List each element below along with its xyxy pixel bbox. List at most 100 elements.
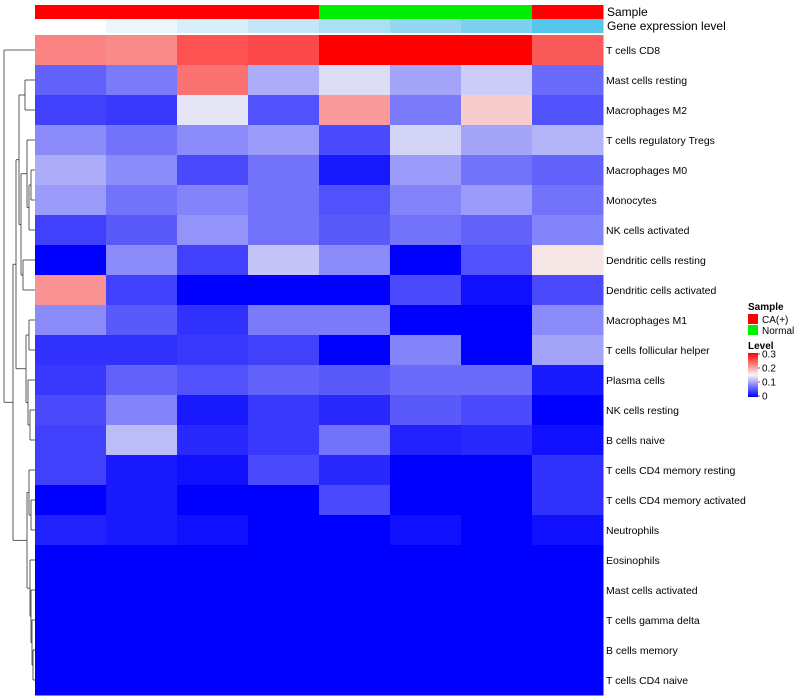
heatmap-cell — [177, 185, 249, 216]
heatmap-cell — [319, 185, 391, 216]
heatmap-cell — [106, 335, 178, 366]
heatmap-cell — [177, 605, 249, 636]
heatmap-cell — [177, 125, 249, 156]
row-label: T cells regulatory Tregs — [606, 135, 715, 147]
annotation-cell — [248, 5, 320, 19]
heatmap-cell — [319, 125, 391, 156]
heatmap-cell — [390, 95, 462, 126]
heatmap-cell — [532, 575, 604, 606]
heatmap-cell — [35, 605, 107, 636]
heatmap-cell — [319, 425, 391, 456]
heatmap-cell — [35, 95, 107, 126]
heatmap-cell — [177, 635, 249, 666]
heatmap-cell — [319, 365, 391, 396]
legend-tick-label: 0 — [762, 392, 768, 403]
heatmap-cell — [461, 215, 533, 246]
heatmap-cell — [248, 95, 320, 126]
heatmap-cell — [106, 515, 178, 546]
heatmap-cell — [319, 545, 391, 576]
annotation-cell — [390, 5, 462, 19]
heatmap-cell — [532, 425, 604, 456]
heatmap-cell — [390, 425, 462, 456]
heatmap-cell — [319, 515, 391, 546]
heatmap-cell — [390, 515, 462, 546]
heatmap-cell — [319, 605, 391, 636]
heatmap-cell — [532, 155, 604, 186]
heatmap-cell — [35, 215, 107, 246]
heatmap-cell — [248, 455, 320, 486]
heatmap-cell — [319, 155, 391, 186]
heatmap-cell — [177, 335, 249, 366]
heatmap-cell — [532, 335, 604, 366]
heatmap-cell — [461, 155, 533, 186]
heatmap-cell — [106, 185, 178, 216]
legend-tick-label: 0.3 — [762, 350, 776, 361]
annotation-cell — [106, 5, 178, 19]
heatmap-cell — [532, 95, 604, 126]
heatmap-cell — [177, 95, 249, 126]
row-label: T cells CD4 memory activated — [606, 495, 746, 507]
heatmap-cell — [461, 635, 533, 666]
heatmap-cell — [106, 485, 178, 516]
heatmap-cell — [390, 65, 462, 96]
heatmap-cell — [390, 215, 462, 246]
heatmap-cell — [248, 245, 320, 276]
heatmap-cell — [461, 395, 533, 426]
heatmap-cell — [532, 275, 604, 306]
heatmap-cell — [177, 275, 249, 306]
row-label: B cells memory — [606, 645, 679, 657]
heatmap-cell — [106, 665, 178, 696]
heatmap-cell — [35, 455, 107, 486]
row-label: T cells CD4 naive — [606, 675, 688, 687]
heatmap-cell — [532, 515, 604, 546]
heatmap-cell — [319, 455, 391, 486]
heatmap-cell — [532, 455, 604, 486]
heatmap-cell — [177, 365, 249, 396]
annotation-cell — [35, 19, 107, 33]
heatmap-cell — [106, 545, 178, 576]
heatmap-cell — [248, 515, 320, 546]
heatmap-cell — [319, 635, 391, 666]
heatmap-cell — [248, 125, 320, 156]
heatmap-cell — [106, 575, 178, 606]
heatmap-cell — [177, 575, 249, 606]
row-label: T cells CD8 — [606, 45, 660, 57]
heatmap-cell — [35, 425, 107, 456]
heatmap-cell — [319, 35, 391, 66]
heatmap-cell — [248, 185, 320, 216]
heatmap-cell — [35, 635, 107, 666]
heatmap-cell — [390, 605, 462, 636]
heatmap-cell — [390, 185, 462, 216]
row-label: T cells gamma delta — [606, 615, 700, 627]
heatmap-cell — [35, 35, 107, 66]
heatmap-cell — [35, 665, 107, 696]
heatmap-cell — [461, 485, 533, 516]
heatmap-cell — [106, 455, 178, 486]
heatmap-cell — [390, 545, 462, 576]
heatmap-cell — [177, 485, 249, 516]
heatmap-cell — [248, 155, 320, 186]
heatmap-cell — [248, 65, 320, 96]
heatmap-cell — [177, 515, 249, 546]
row-label: Plasma cells — [606, 375, 665, 387]
heatmap-cell — [461, 245, 533, 276]
heatmap-cell — [461, 455, 533, 486]
heatmap-cell — [248, 635, 320, 666]
heatmap-cell — [319, 485, 391, 516]
annotation-cell — [532, 19, 604, 33]
heatmap-cell — [35, 485, 107, 516]
heatmap-cell — [248, 425, 320, 456]
heatmap-cell — [106, 215, 178, 246]
heatmap-cell — [390, 35, 462, 66]
heatmap-cell — [532, 665, 604, 696]
heatmap-cell — [106, 125, 178, 156]
annotation-cell — [461, 5, 533, 19]
heatmap-cell — [532, 245, 604, 276]
heatmap-cell — [532, 365, 604, 396]
heatmap-cell — [461, 605, 533, 636]
heatmap-cell — [177, 455, 249, 486]
heatmap-cell — [532, 545, 604, 576]
heatmap-cell — [532, 215, 604, 246]
heatmap-cell — [461, 665, 533, 696]
